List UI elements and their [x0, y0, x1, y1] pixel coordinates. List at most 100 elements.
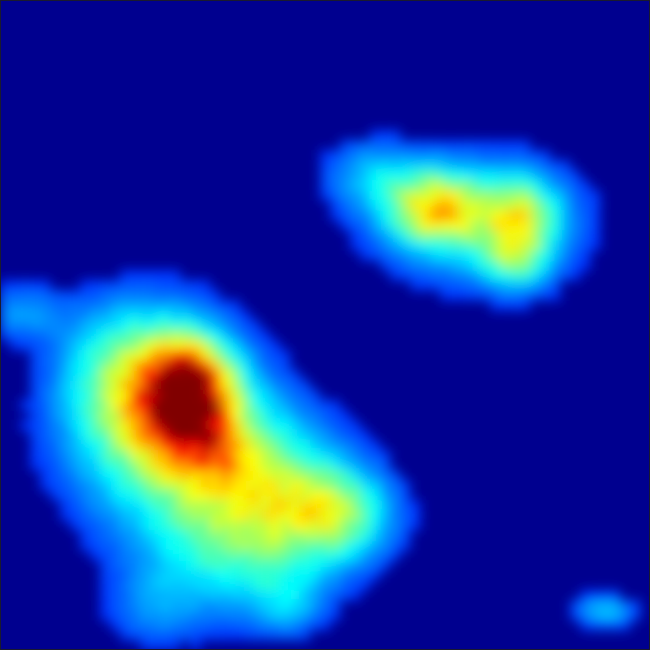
heatmap-cell: [190, 600, 201, 611]
heatmap-cell: [50, 480, 61, 491]
heatmap-cell: [430, 270, 441, 281]
heatmap-cell: [290, 540, 301, 551]
heatmap-cell: [160, 300, 171, 311]
heatmap-cell: [400, 500, 411, 511]
heatmap-cell: [200, 310, 211, 321]
heatmap-cell: [270, 550, 281, 561]
heatmap-cell: [420, 250, 431, 261]
heatmap-cell: [220, 330, 231, 341]
heatmap-cell: [620, 600, 631, 611]
heatmap-cell: [90, 520, 101, 531]
heatmap-cell: [220, 610, 231, 621]
heatmap-cell: [140, 500, 151, 511]
heatmap-cell: [400, 220, 411, 231]
heatmap-cell: [330, 560, 341, 571]
heatmap-cell: [420, 160, 431, 171]
heatmap-cell: [590, 220, 601, 231]
heatmap-cell: [360, 430, 371, 441]
heatmap-cell: [160, 370, 171, 381]
heatmap-cell: [240, 370, 251, 381]
heatmap-cell: [540, 260, 551, 271]
heatmap-cell: [580, 590, 591, 601]
heatmap-cell: [80, 530, 91, 541]
heatmap-cell: [330, 190, 341, 201]
heatmap-cell: [420, 140, 431, 151]
heatmap-cell: [170, 510, 181, 521]
heatmap-cell: [110, 450, 121, 461]
heatmap-cell: [120, 370, 131, 381]
heatmap-cell: [410, 180, 421, 191]
heatmap-cell: [370, 570, 381, 581]
heatmap-cell: [430, 180, 441, 191]
heatmap-cell: [170, 580, 181, 591]
heatmap-cell: [200, 480, 211, 491]
heatmap-cell: [220, 630, 231, 641]
heatmap-cell: [170, 520, 181, 531]
heatmap-cell: [520, 210, 531, 221]
heatmap-cell: [360, 220, 371, 231]
heatmap-cell: [60, 490, 71, 501]
heatmap-cell: [300, 540, 311, 551]
heatmap-cell: [220, 380, 231, 391]
heatmap-cell: [590, 590, 601, 601]
heatmap-cell: [390, 200, 401, 211]
heatmap-cell: [230, 390, 241, 401]
heatmap-cell: [100, 470, 111, 481]
heatmap-cell: [20, 400, 31, 411]
heatmap-cell: [40, 480, 51, 491]
heatmap-cell: [240, 340, 251, 351]
heatmap-cell: [360, 470, 371, 481]
heatmap-cell: [230, 630, 241, 641]
heatmap-cell: [110, 410, 121, 421]
heatmap-cell: [370, 450, 381, 461]
heatmap-cell: [240, 310, 251, 321]
heatmap-cell: [30, 300, 41, 311]
heatmap-cell: [260, 600, 271, 611]
heatmap-cell: [510, 250, 521, 261]
heatmap-cell: [110, 480, 121, 491]
heatmap-cell: [490, 150, 501, 161]
heatmap-cell: [250, 520, 261, 531]
heatmap-cell: [250, 610, 261, 621]
heatmap-cell: [430, 220, 441, 231]
heatmap-cell: [250, 600, 261, 611]
heatmap-cell: [360, 240, 371, 251]
heatmap-cell: [380, 170, 391, 181]
heatmap-cell: [300, 400, 311, 411]
heatmap-cell: [50, 330, 61, 341]
heatmap-cell: [180, 420, 191, 431]
heatmap-cell: [110, 540, 121, 551]
heatmap-cell: [170, 380, 181, 391]
heatmap-cell: [410, 220, 421, 231]
heatmap-cell: [600, 620, 611, 631]
heatmap-cell: [210, 600, 221, 611]
heatmap-cell: [170, 540, 181, 551]
heatmap-cell: [50, 400, 61, 411]
heatmap-cell: [330, 490, 341, 501]
heatmap-cell: [400, 480, 411, 491]
heatmap-cell: [30, 460, 41, 471]
heatmap-cell: [440, 230, 451, 241]
heatmap-cell: [220, 600, 231, 611]
heatmap-cell: [470, 220, 481, 231]
heatmap-cell: [0, 290, 11, 301]
heatmap-cell: [160, 580, 171, 591]
heatmap-cell: [40, 300, 51, 311]
heatmap-cell: [120, 460, 131, 471]
heatmap-cell: [110, 300, 121, 311]
heatmap-cell: [400, 180, 411, 191]
heatmap-cell: [330, 150, 341, 161]
heatmap-cell: [260, 340, 271, 351]
heatmap-cell: [160, 440, 171, 451]
heatmap-cell: [260, 540, 271, 551]
heatmap-cell: [0, 330, 11, 341]
heatmap-cell: [50, 470, 61, 481]
heatmap-cell: [390, 140, 401, 151]
heatmap-cell: [30, 430, 41, 441]
heatmap-cell: [330, 570, 341, 581]
heatmap-cell: [180, 630, 191, 641]
heatmap-cell: [480, 260, 491, 271]
heatmap-cell: [550, 250, 561, 261]
heatmap-cell: [100, 380, 111, 391]
heatmap-cell: [270, 460, 281, 471]
